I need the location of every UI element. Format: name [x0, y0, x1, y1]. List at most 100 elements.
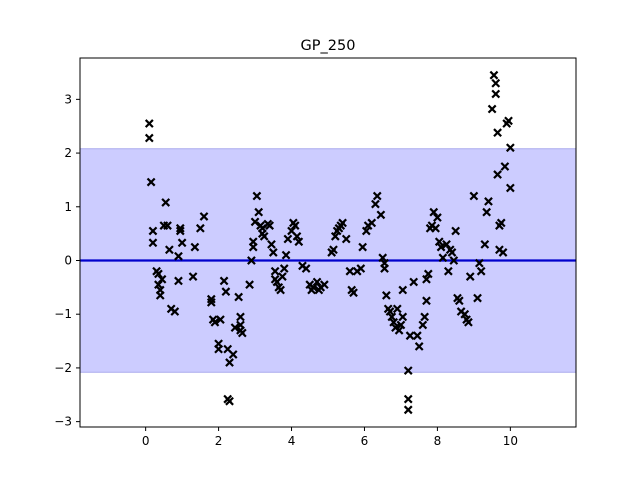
- data-point: [405, 331, 415, 341]
- data-point: [436, 242, 446, 252]
- data-point: [188, 272, 198, 281]
- data-point: [403, 405, 413, 415]
- data-point: [279, 264, 289, 273]
- data-point: [396, 320, 406, 330]
- data-point: [319, 280, 329, 290]
- data-point: [398, 285, 408, 295]
- data-point: [254, 207, 264, 217]
- data-point: [174, 251, 183, 261]
- data-point: [148, 238, 158, 248]
- data-point: [493, 170, 502, 179]
- data-point: [216, 315, 225, 324]
- data-point: [491, 89, 501, 99]
- data-point: [225, 396, 234, 406]
- data-point: [155, 291, 165, 300]
- data-point: [420, 312, 430, 322]
- data-point: [484, 197, 493, 206]
- data-point: [276, 285, 285, 295]
- data-point: [358, 242, 368, 252]
- data-point: [489, 70, 499, 80]
- data-points-layer: [144, 70, 515, 415]
- x-tick-label: 6: [361, 434, 369, 448]
- data-point: [234, 292, 244, 302]
- data-point: [465, 272, 475, 281]
- data-point: [403, 394, 413, 404]
- data-point: [164, 245, 174, 255]
- data-point: [294, 237, 304, 247]
- y-tick-label: 0: [64, 253, 72, 267]
- data-point: [157, 274, 167, 284]
- data-point: [398, 312, 408, 322]
- x-tick-label: 10: [503, 434, 518, 448]
- data-point: [451, 226, 461, 236]
- data-point: [236, 312, 245, 322]
- y-tick-label: 3: [64, 92, 72, 106]
- data-point: [177, 238, 187, 248]
- data-point: [376, 210, 386, 220]
- data-point: [268, 248, 278, 257]
- data-point: [195, 223, 205, 233]
- y-tick-label: −2: [54, 361, 72, 375]
- data-point: [469, 191, 479, 201]
- data-point: [412, 331, 422, 341]
- data-point: [338, 218, 347, 228]
- data-point: [144, 119, 154, 128]
- data-point: [245, 280, 254, 290]
- data-point: [250, 217, 260, 227]
- data-point: [309, 282, 318, 292]
- data-point: [154, 269, 163, 279]
- data-point: [174, 276, 183, 286]
- data-point: [278, 272, 287, 281]
- data-point: [476, 266, 486, 276]
- data-point: [146, 177, 156, 187]
- data-point: [206, 294, 216, 304]
- data-point: [214, 344, 223, 354]
- data-point: [442, 240, 451, 249]
- data-point: [252, 191, 262, 201]
- data-point: [409, 277, 419, 287]
- data-point: [429, 207, 439, 217]
- data-point: [454, 296, 464, 306]
- data-point: [438, 253, 448, 263]
- data-point: [356, 264, 366, 273]
- data-point: [290, 221, 300, 230]
- y-tick-label: 2: [64, 146, 72, 160]
- x-tick-label: 4: [288, 434, 296, 448]
- data-point: [341, 234, 351, 244]
- data-point: [190, 242, 200, 252]
- y-tick-label: 1: [64, 200, 72, 214]
- data-point: [505, 143, 515, 153]
- data-point: [464, 317, 473, 327]
- data-point: [431, 223, 440, 233]
- data-point: [487, 104, 497, 114]
- data-point: [281, 250, 291, 260]
- data-point: [418, 320, 428, 330]
- data-point: [447, 248, 457, 257]
- data-point: [228, 350, 238, 359]
- data-point: [504, 116, 513, 126]
- y-tick-label: −1: [54, 307, 72, 321]
- data-point: [423, 269, 433, 279]
- data-point: [270, 266, 280, 276]
- data-point: [392, 304, 402, 314]
- data-point: [199, 212, 209, 221]
- data-point: [443, 266, 453, 276]
- data-point: [148, 226, 158, 236]
- data-point: [482, 207, 492, 217]
- data-point: [265, 221, 275, 230]
- data-point: [422, 296, 431, 306]
- data-point: [161, 198, 171, 207]
- data-point: [449, 256, 459, 265]
- data-point: [493, 128, 502, 138]
- data-point: [283, 234, 293, 244]
- data-point: [473, 293, 482, 303]
- data-point: [371, 199, 380, 209]
- x-tick-label: 8: [434, 434, 442, 448]
- data-point: [237, 328, 247, 338]
- data-point: [433, 213, 442, 222]
- x-tick-label: 2: [215, 434, 223, 448]
- data-point: [221, 287, 231, 297]
- data-point: [491, 78, 501, 88]
- data-point: [349, 288, 358, 298]
